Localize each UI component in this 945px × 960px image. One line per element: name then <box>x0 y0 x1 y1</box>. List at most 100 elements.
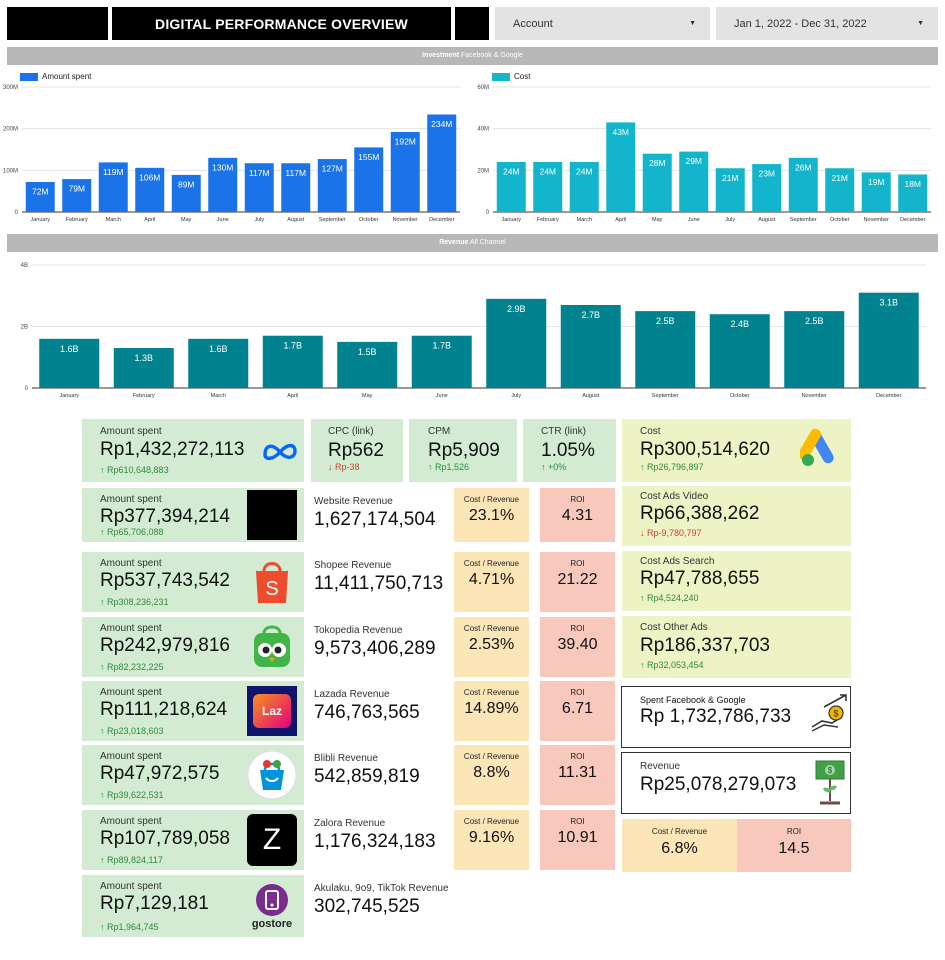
google-cost-card: Cost Rp300,514,620 ↑ Rp26,796,897 <box>622 419 851 482</box>
bar-value-label: 1.3B <box>134 353 153 363</box>
bar[interactable] <box>62 179 92 212</box>
bar[interactable] <box>788 157 818 212</box>
account-dropdown[interactable]: Account ▼ <box>495 7 710 40</box>
bar[interactable] <box>337 341 398 388</box>
card-value: Rp300,514,620 <box>640 439 770 460</box>
bar[interactable] <box>208 157 238 212</box>
x-tick-label: March <box>577 217 592 223</box>
bar[interactable] <box>569 162 599 212</box>
arrow-up-icon: ↑ <box>640 462 648 472</box>
x-tick-label: November <box>864 217 890 223</box>
x-tick-label: June <box>688 217 700 223</box>
bar[interactable] <box>411 335 472 388</box>
bar[interactable] <box>784 311 845 388</box>
card-value: Rp47,788,655 <box>640 568 760 589</box>
revenue-label: Zalora Revenue <box>314 818 386 829</box>
gostore-icon: gostore <box>246 877 298 935</box>
revenue-label: Blibli Revenue <box>314 753 378 764</box>
bar[interactable] <box>281 163 311 212</box>
card-value: Rp107,789,058 <box>100 828 230 849</box>
card-label: Amount spent <box>100 687 162 698</box>
bar[interactable] <box>427 114 457 213</box>
card-value: Rp1,432,272,113 <box>100 439 245 460</box>
card-label: Revenue <box>640 761 681 772</box>
bar-value-label: 26M <box>795 162 812 172</box>
bar[interactable] <box>606 122 636 212</box>
card-delta: ↑ Rp23,018,603 <box>100 726 164 736</box>
shopee-icon: S <box>246 554 298 610</box>
bar[interactable] <box>679 151 709 212</box>
channel-spent-card: Amount spent Rp7,129,181 ↑ Rp1,964,745 gost… <box>82 875 304 937</box>
channel-spent-card: Amount spent Rp47,972,575 ↑ Rp39,622,531 <box>82 745 304 805</box>
bar[interactable] <box>171 174 201 212</box>
delta-value: Rp4,524,240 <box>647 593 699 603</box>
bar[interactable] <box>317 159 347 212</box>
delta-value: +0% <box>548 462 567 472</box>
y-tick-label: 100M <box>3 168 18 174</box>
bar[interactable] <box>861 172 891 212</box>
delta-value: Rp-9,780,797 <box>647 528 702 538</box>
bar[interactable] <box>25 182 55 212</box>
bar[interactable] <box>486 298 547 388</box>
ctr-card: CTR (link) 1.05% ↑ +0% <box>523 419 616 482</box>
y-tick-label: 40M <box>477 127 489 133</box>
account-dropdown-label: Account <box>513 17 553 30</box>
bar[interactable] <box>390 132 420 212</box>
revenue-value: 302,745,525 <box>314 896 420 917</box>
x-tick-label: January <box>501 217 521 223</box>
tokopedia-icon <box>246 619 298 675</box>
bar[interactable] <box>188 338 249 388</box>
bar[interactable] <box>262 335 323 388</box>
investment-banner: Investment Facebook & Google <box>7 47 938 65</box>
x-tick-label: October <box>359 217 379 223</box>
legend-swatch <box>20 72 38 81</box>
x-tick-label: April <box>144 217 155 223</box>
arrow-up-icon: ↑ <box>100 855 108 865</box>
bar[interactable] <box>752 164 782 212</box>
card-label: Amount spent <box>100 558 162 569</box>
arrow-up-icon: ↑ <box>100 726 108 736</box>
header-logo-block-right <box>455 7 489 40</box>
x-tick-label: April <box>287 393 298 399</box>
cost-revenue-card: Cost / Revenue 8.8% <box>454 745 529 805</box>
card-value: 11.31 <box>558 764 597 781</box>
bar[interactable] <box>135 167 165 212</box>
bar[interactable] <box>39 338 100 388</box>
channel-spent-card: Amount spent Rp107,789,058 ↑ Rp89,824,117 Z <box>82 810 304 870</box>
total-revenue-card: Revenue Rp25,078,279,073 $ <box>621 752 851 814</box>
arrow-down-icon: ↓ <box>328 462 336 472</box>
delta-value: Rp89,824,117 <box>107 855 163 865</box>
bar[interactable] <box>560 304 621 388</box>
bar[interactable] <box>635 311 696 388</box>
y-tick-label: 4B <box>21 263 28 269</box>
date-range-label: Jan 1, 2022 - Dec 31, 2022 <box>734 17 867 30</box>
bar[interactable] <box>898 174 928 213</box>
chevron-down-icon: ▼ <box>917 20 924 27</box>
bar[interactable] <box>354 147 384 212</box>
bar[interactable] <box>709 314 770 388</box>
card-label: Cost / Revenue <box>463 817 520 826</box>
cost-other-ads-card: Cost Other Ads Rp186,337,703 ↑ Rp32,053,… <box>622 616 851 678</box>
x-tick-label: December <box>900 217 926 223</box>
bar[interactable] <box>642 153 672 212</box>
bar[interactable] <box>825 168 855 212</box>
bar[interactable] <box>98 162 128 212</box>
bar[interactable] <box>533 162 563 212</box>
cost-revenue-card: Cost / Revenue 2.53% <box>454 617 529 677</box>
x-tick-label: February <box>133 393 155 399</box>
bar[interactable] <box>496 162 526 212</box>
bar[interactable] <box>244 163 274 212</box>
card-delta: ↑ Rp26,796,897 <box>640 462 704 472</box>
x-tick-label: July <box>254 217 264 223</box>
bar[interactable] <box>715 168 745 212</box>
bar[interactable] <box>858 292 919 388</box>
arrow-up-icon: ↑ <box>100 527 108 537</box>
arrow-up-icon: ↑ <box>428 462 436 472</box>
channel-spent-card: Amount spent Rp111,218,624 ↑ Rp23,018,603 L… <box>82 681 304 741</box>
bar-value-label: 29M <box>685 156 702 166</box>
bar[interactable] <box>113 348 174 388</box>
date-range-picker[interactable]: Jan 1, 2022 - Dec 31, 2022 ▼ <box>716 7 938 40</box>
arrow-up-icon: ↑ <box>100 662 108 672</box>
bar-value-label: 1.7B <box>432 341 451 351</box>
bar-value-label: 28M <box>649 158 666 168</box>
